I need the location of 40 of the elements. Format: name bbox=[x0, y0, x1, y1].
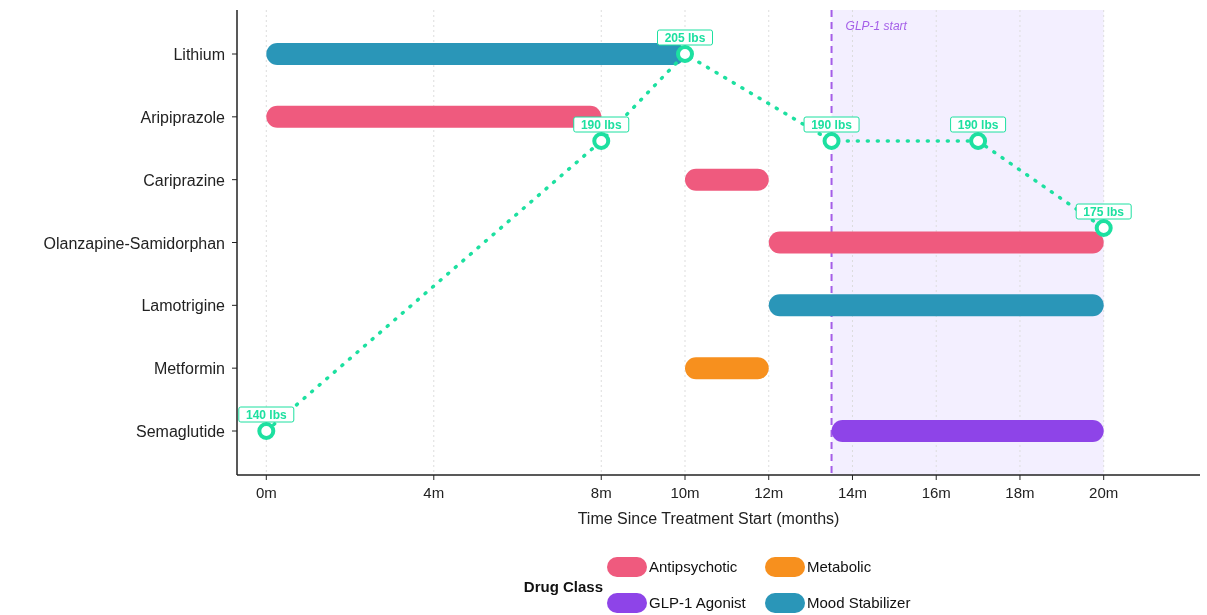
y-tick-label: Aripiprazole bbox=[140, 108, 226, 126]
x-tick-label: 18m bbox=[1005, 484, 1035, 501]
y-tick-label: Semaglutide bbox=[136, 423, 226, 440]
x-tick-label: 10m bbox=[670, 484, 700, 501]
data-label: 205 lbs bbox=[664, 30, 706, 45]
x-tick-label: 0m bbox=[255, 484, 277, 501]
legend-title: Drug Class bbox=[523, 578, 603, 595]
x-tick-label: 4m bbox=[423, 484, 445, 501]
bar bbox=[685, 357, 769, 380]
x-tick-label: 20m bbox=[1089, 484, 1119, 501]
data-label: 190 lbs bbox=[580, 117, 622, 132]
point bbox=[822, 132, 841, 150]
bar bbox=[768, 294, 1104, 317]
point bbox=[257, 422, 276, 440]
legend-label: Antipsychotic bbox=[649, 558, 738, 575]
legend-label: Metabolic bbox=[807, 558, 872, 575]
point bbox=[969, 132, 988, 150]
y-tick-label: Lamotrigine bbox=[141, 297, 226, 315]
data-label: 140 lbs bbox=[245, 407, 287, 422]
point bbox=[592, 132, 611, 150]
x-tick-label: 16m bbox=[921, 484, 951, 501]
y-tick-label: Metformin bbox=[153, 360, 225, 378]
legend-label: GLP-1 Agonist bbox=[649, 594, 747, 611]
y-tick-label: Olanzapine-Samidorphan bbox=[43, 234, 225, 252]
point bbox=[1094, 219, 1113, 237]
x-tick-label: 12m bbox=[754, 484, 784, 501]
x-tick-label: 14m bbox=[837, 484, 868, 501]
data-label: 190 lbs bbox=[957, 117, 999, 132]
point bbox=[676, 45, 694, 63]
bar bbox=[768, 231, 1104, 254]
data-label: 175 lbs bbox=[1083, 204, 1125, 219]
data-label: 190 lbs bbox=[811, 117, 853, 132]
bar bbox=[831, 420, 1104, 442]
legend-label: Mood Stabilizer bbox=[807, 594, 911, 611]
x-tick-label: 8m bbox=[590, 484, 612, 501]
ref-line-label: GLP-1 start bbox=[845, 19, 908, 33]
y-tick-label: Lithium bbox=[173, 46, 225, 63]
x-axis-title: Time Since Treatment Start (months) bbox=[577, 510, 840, 527]
bar bbox=[685, 168, 769, 191]
y-tick-label: Cariprazine bbox=[143, 171, 226, 189]
